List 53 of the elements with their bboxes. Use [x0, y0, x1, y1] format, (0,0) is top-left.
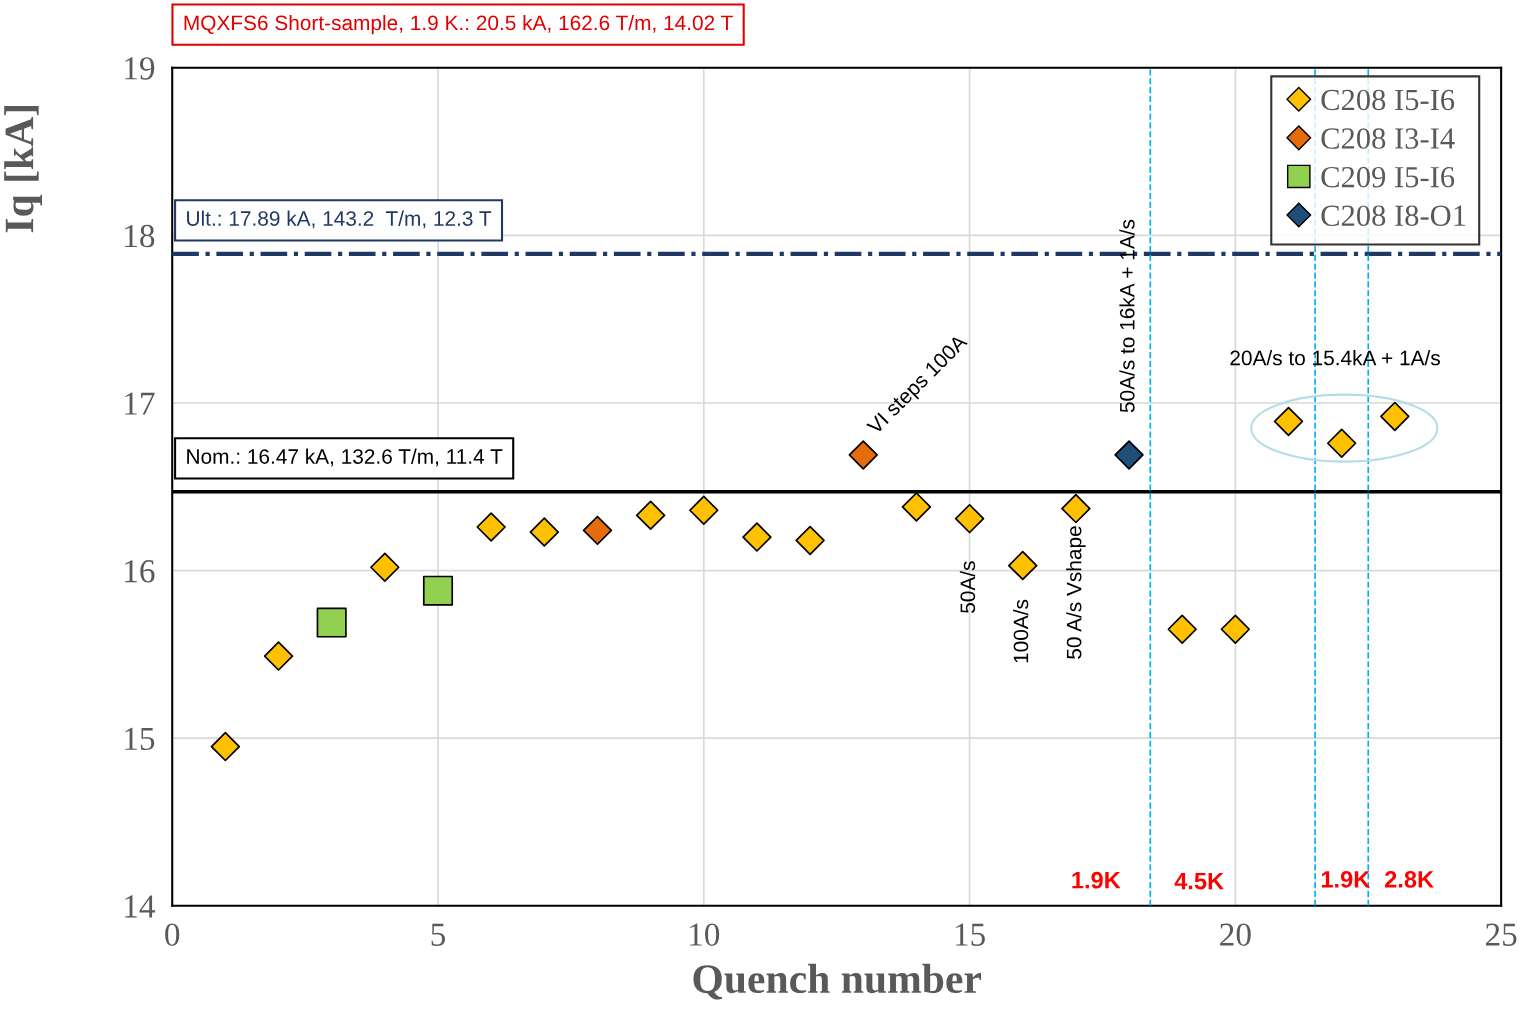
x-tick-label: 15 [955, 923, 985, 946]
point [742, 522, 772, 552]
annotation: 50A/s to 16kA + 1A/s [1119, 219, 1135, 413]
point [476, 512, 506, 542]
point [1273, 406, 1304, 437]
annotation: 20A/s to 15.4kA + 1A/s [1230, 350, 1440, 366]
legend-label: C208 I8-O1 [1321, 205, 1466, 227]
point [1326, 428, 1357, 458]
point [635, 500, 666, 531]
point [954, 503, 985, 534]
y-tick-label: 19 [125, 57, 155, 80]
point [795, 525, 825, 556]
point [1220, 614, 1251, 644]
point [263, 641, 294, 671]
ref-line-label: Ult.: 17.89 kA, 143.2 T/m, 12.3 T [187, 210, 492, 229]
annotation: 100A/s [1013, 599, 1029, 663]
x-tick-label: 0 [165, 923, 180, 946]
point [1380, 401, 1410, 432]
point [582, 515, 613, 546]
y-axis-title: Iq [kA] [4, 106, 42, 233]
x-tick-label: 10 [690, 923, 720, 946]
x-tick-label: 25 [1485, 923, 1517, 946]
point [1167, 614, 1197, 644]
y-tick-label: 15 [125, 727, 155, 751]
y-tick-label: 14 [125, 895, 156, 918]
annotation: 50A/s [959, 561, 976, 613]
point [1061, 493, 1091, 524]
ref-line-label: Nom.: 16.47 kA, 132.6 T/m, 11.4 T [187, 448, 503, 467]
annotation: 1.9K [1321, 871, 1371, 888]
point [370, 552, 400, 582]
point [529, 517, 560, 547]
legend-label: C209 I5-I6 [1321, 166, 1455, 188]
annotation: 50 A/s Vshape [1066, 526, 1086, 659]
point [210, 731, 241, 762]
annotation: 2.8K [1385, 871, 1434, 888]
point [901, 492, 932, 522]
point [422, 575, 454, 606]
point [316, 607, 347, 638]
point [689, 495, 719, 525]
annotation: 4.5K [1174, 872, 1224, 890]
y-tick-label: 17 [125, 392, 155, 415]
point [1008, 550, 1038, 581]
x-tick-label: 20 [1220, 923, 1251, 946]
point [848, 440, 878, 470]
chart-title: MQXFS6 Short-sample, 1.9 K.: 20.5 kA, 162.6 T/m, 14.02 T [184, 14, 733, 35]
x-tick-label: 5 [431, 923, 446, 946]
point [1114, 440, 1144, 470]
legend-label: C208 I3-I4 [1321, 128, 1455, 149]
y-tick-label: 16 [125, 560, 155, 583]
annotation: 1.9K [1072, 871, 1121, 889]
y-tick-label: 18 [125, 224, 155, 248]
legend-label: C208 I5-I6 [1321, 89, 1455, 111]
x-axis-title: Quench number [693, 963, 982, 1000]
